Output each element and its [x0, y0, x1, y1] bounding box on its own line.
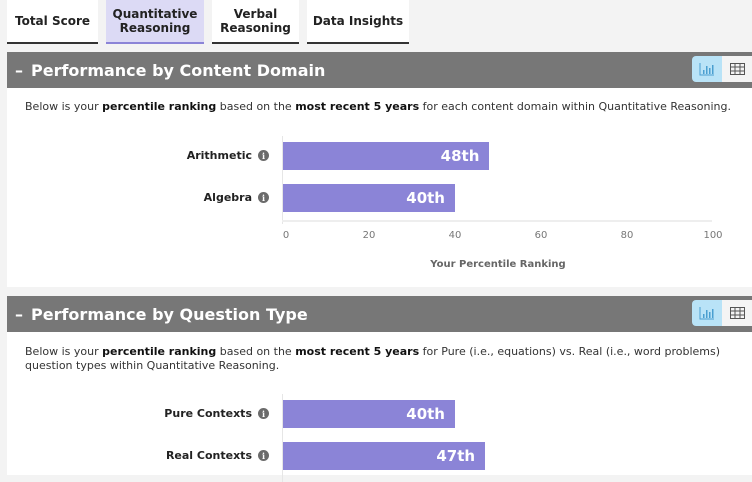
category-label: Arithmetic i	[187, 149, 269, 162]
tab-label: Total Score	[14, 14, 91, 28]
section-header[interactable]: – Performance by Question Type	[7, 296, 752, 332]
info-icon[interactable]: i	[258, 192, 269, 203]
info-icon[interactable]: i	[258, 408, 269, 419]
chart-view-button[interactable]	[692, 300, 722, 326]
x-tick-label: 0	[282, 230, 290, 241]
data-label: 40th	[406, 189, 445, 207]
x-tick-label: 80	[620, 230, 634, 241]
section-title: Performance by Question Type	[31, 304, 308, 324]
info-icon[interactable]: i	[258, 450, 269, 461]
category-label: Real Contexts i	[166, 449, 269, 462]
content-domain-section: – Performance by Content Domain Below is…	[7, 52, 752, 287]
chart-row: Real Contexts i 47th	[7, 442, 752, 470]
view-toggle	[692, 300, 752, 326]
category-label: Pure Contexts i	[164, 407, 269, 420]
x-tick-label: 60	[534, 230, 548, 241]
question-type-chart: Pure Contexts i 40th Real Contexts i 47th	[7, 394, 752, 482]
bar-chart-icon	[699, 62, 714, 75]
x-tick-label: 20	[362, 230, 376, 241]
section-intro: Below is your percentile ranking based o…	[25, 345, 721, 372]
bar-pure-contexts: 40th	[283, 400, 455, 428]
table-view-button[interactable]	[722, 56, 752, 82]
y-axis-line	[282, 394, 283, 482]
category-label: Algebra i	[204, 191, 269, 204]
x-axis-line	[282, 220, 712, 222]
view-toggle	[692, 56, 752, 82]
x-tick-label: 100	[703, 230, 723, 241]
x-axis-title: Your Percentile Ranking	[430, 259, 566, 270]
tab-label: Verbal Reasoning	[220, 7, 291, 35]
tab-quantitative-reasoning[interactable]: Quantitative Reasoning	[106, 0, 204, 44]
minus-icon[interactable]: –	[15, 304, 23, 324]
section-intro: Below is your percentile ranking based o…	[25, 100, 731, 113]
category-text: Algebra	[203, 191, 252, 204]
bar-arithmetic: 48th	[283, 142, 490, 170]
data-label: 40th	[406, 405, 445, 423]
minus-icon[interactable]: –	[15, 60, 23, 80]
bar-chart-icon	[699, 306, 714, 319]
section-header[interactable]: – Performance by Content Domain	[7, 52, 752, 88]
table-icon	[729, 307, 745, 319]
tab-bar: Total Score Quantitative Reasoning Verba…	[7, 0, 409, 44]
category-text: Arithmetic	[186, 149, 252, 162]
tab-verbal-reasoning[interactable]: Verbal Reasoning	[212, 0, 299, 44]
data-label: 47th	[436, 447, 476, 465]
question-type-section: – Performance by Question Type Below is …	[7, 296, 752, 482]
tab-data-insights[interactable]: Data Insights	[307, 0, 409, 44]
tab-label: Quantitative Reasoning	[112, 7, 198, 35]
category-text: Real Contexts	[165, 449, 252, 462]
category-text: Pure Contexts	[164, 407, 252, 420]
chart-view-button[interactable]	[692, 56, 722, 82]
chart-row: Arithmetic i 48th	[7, 142, 752, 170]
content-domain-chart: Arithmetic i 48th Algebra i 40th 0 20 40 60 80 100 Y…	[7, 136, 752, 282]
y-axis-line	[282, 136, 283, 224]
table-view-button[interactable]	[722, 300, 752, 326]
info-icon[interactable]: i	[258, 150, 269, 161]
chart-row: Pure Contexts i 40th	[7, 400, 752, 428]
bar-algebra: 40th	[283, 184, 455, 212]
bar-real-contexts: 47th	[283, 442, 486, 470]
table-icon	[729, 63, 745, 75]
chart-row: Algebra i 40th	[7, 184, 752, 212]
section-title: Performance by Content Domain	[31, 60, 326, 80]
tab-label: Data Insights	[312, 14, 404, 28]
tab-total-score[interactable]: Total Score	[7, 0, 98, 44]
x-tick-label: 40	[448, 230, 462, 241]
data-label: 48th	[440, 147, 480, 165]
